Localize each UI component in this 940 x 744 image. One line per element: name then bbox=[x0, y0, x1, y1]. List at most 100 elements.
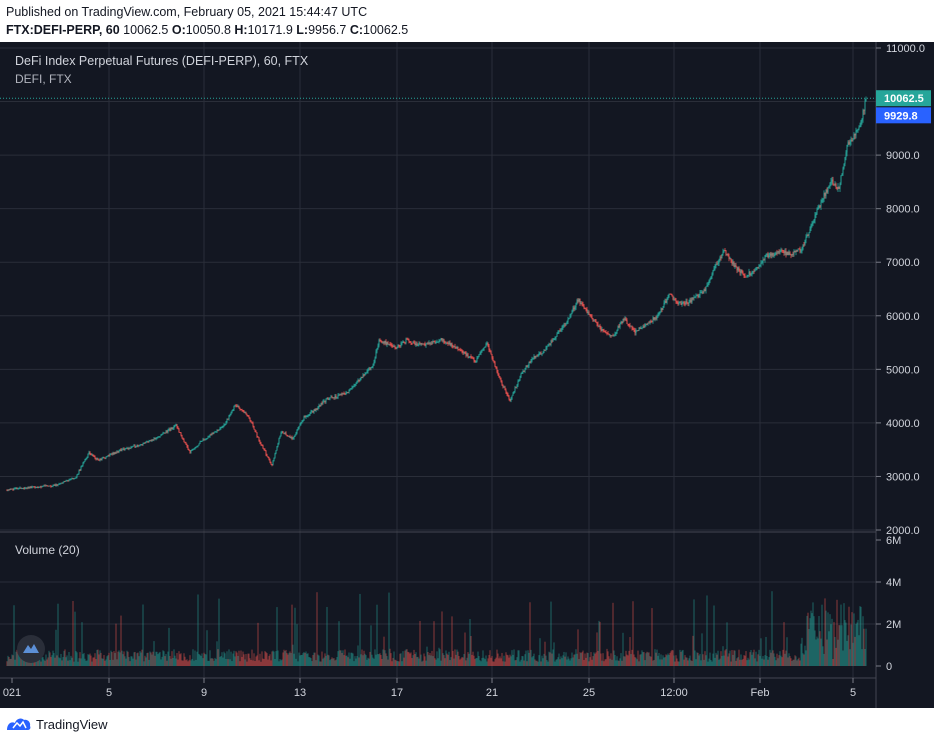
candle bbox=[545, 345, 547, 352]
candle-body bbox=[576, 300, 578, 304]
volume-bar bbox=[524, 654, 526, 666]
candle bbox=[201, 440, 203, 442]
volume-bar bbox=[292, 644, 294, 666]
candle bbox=[382, 341, 384, 344]
candle-body bbox=[609, 335, 611, 336]
candle bbox=[90, 453, 92, 456]
volume-bar bbox=[859, 606, 861, 666]
candle-body bbox=[75, 477, 77, 478]
volume-bar bbox=[178, 651, 180, 666]
volume-bar bbox=[161, 656, 163, 666]
candle-body bbox=[257, 436, 259, 438]
candle-body bbox=[451, 343, 453, 347]
price-chart[interactable]: 11000.010000.09000.08000.07000.06000.050… bbox=[0, 42, 934, 708]
candle-body bbox=[206, 438, 208, 439]
volume-bar bbox=[814, 630, 816, 666]
volume-bar bbox=[574, 654, 576, 666]
candle-body bbox=[852, 139, 854, 141]
volume-bar bbox=[830, 624, 832, 666]
volume-bar bbox=[590, 652, 592, 666]
volume-bar bbox=[108, 652, 110, 666]
volume-bar bbox=[821, 604, 823, 666]
volume-bar bbox=[339, 650, 341, 666]
candle bbox=[208, 435, 210, 438]
candle bbox=[418, 341, 420, 347]
candle-body bbox=[91, 454, 93, 456]
volume-bar bbox=[771, 591, 773, 666]
candle bbox=[628, 323, 630, 328]
candle-body bbox=[415, 343, 417, 346]
candle-body bbox=[322, 401, 324, 404]
candle bbox=[181, 434, 183, 439]
volume-bar bbox=[166, 660, 168, 666]
candle bbox=[493, 360, 495, 364]
candle bbox=[619, 322, 621, 330]
candle-body bbox=[792, 254, 794, 255]
candle bbox=[679, 301, 681, 304]
candle-body bbox=[122, 448, 124, 450]
candle bbox=[128, 446, 130, 451]
volume-bar bbox=[839, 625, 841, 666]
candle bbox=[767, 251, 769, 259]
candle bbox=[766, 252, 768, 257]
candle bbox=[453, 345, 455, 348]
candle bbox=[444, 340, 446, 344]
candle-body bbox=[359, 379, 361, 382]
candle bbox=[787, 251, 789, 256]
candle bbox=[84, 458, 86, 462]
candle-body bbox=[591, 316, 593, 319]
candle-body bbox=[63, 481, 65, 482]
volume-bar bbox=[641, 650, 643, 666]
candle-body bbox=[723, 250, 725, 252]
candle bbox=[807, 234, 809, 237]
candle-body bbox=[488, 345, 490, 350]
candle-body bbox=[105, 456, 107, 458]
candle bbox=[150, 439, 152, 442]
candle bbox=[442, 338, 444, 343]
volume-bar bbox=[304, 652, 306, 666]
volume-bar bbox=[497, 653, 499, 666]
candle-body bbox=[400, 343, 402, 347]
volume-bar bbox=[571, 652, 573, 666]
volume-bar bbox=[620, 653, 622, 666]
candle bbox=[18, 487, 20, 490]
time-axis[interactable]: 021 5 9 13 17 21 25 12:00 Feb 5 bbox=[3, 678, 856, 699]
volume-bar bbox=[798, 657, 800, 666]
volume-bar bbox=[862, 616, 864, 666]
candle bbox=[125, 447, 127, 450]
volume-tick-label: 4M bbox=[886, 577, 901, 589]
candle-body bbox=[666, 298, 668, 303]
volume-bar bbox=[635, 657, 637, 666]
candle-body bbox=[699, 292, 701, 296]
candle-body bbox=[742, 272, 744, 275]
candle bbox=[294, 434, 296, 437]
candle bbox=[595, 318, 597, 323]
candle-body bbox=[90, 454, 92, 455]
volume-bar bbox=[306, 653, 308, 666]
volume-bar bbox=[802, 653, 804, 666]
candle bbox=[652, 315, 654, 324]
candle bbox=[647, 322, 649, 326]
candle bbox=[69, 478, 71, 481]
candle-body bbox=[624, 318, 626, 320]
volume-bar bbox=[651, 608, 653, 666]
candle bbox=[40, 485, 42, 489]
volume-bar bbox=[205, 654, 207, 666]
candle bbox=[179, 432, 181, 433]
candle-body bbox=[818, 205, 820, 208]
volume-bar bbox=[541, 655, 543, 666]
candle bbox=[698, 294, 700, 298]
volume-bar bbox=[670, 651, 672, 666]
candle bbox=[617, 325, 619, 331]
volume-bar bbox=[605, 659, 607, 666]
candle-body bbox=[115, 452, 117, 454]
candle bbox=[500, 377, 502, 383]
candle bbox=[456, 345, 458, 350]
candle-body bbox=[480, 351, 482, 354]
volume-bar bbox=[419, 620, 421, 666]
candle bbox=[314, 408, 316, 411]
candle bbox=[725, 250, 727, 257]
candle-body bbox=[804, 240, 806, 246]
candle bbox=[499, 376, 501, 380]
candle bbox=[709, 277, 711, 284]
